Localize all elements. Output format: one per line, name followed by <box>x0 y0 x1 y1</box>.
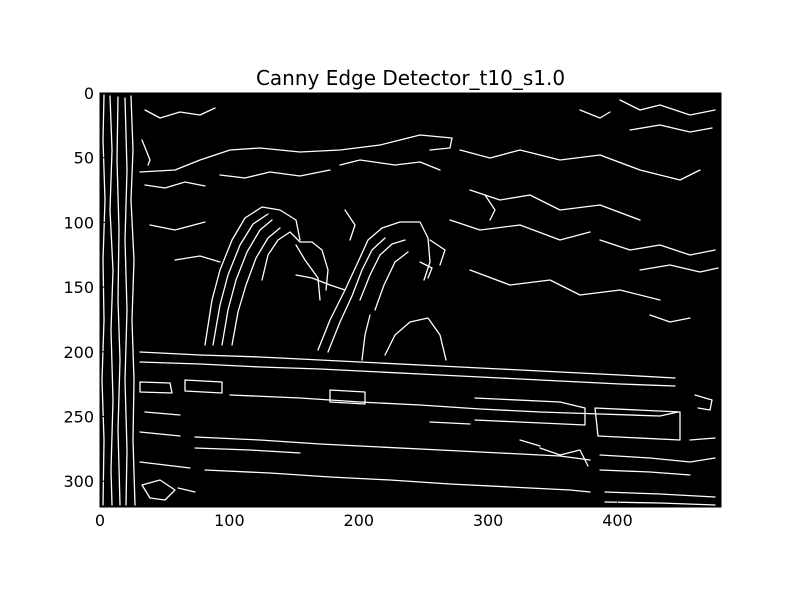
x-tick-label: 100 <box>214 511 245 530</box>
edge-contour <box>327 237 386 353</box>
edge-contour <box>101 94 106 506</box>
x-axis: 0 100 200 300 400 <box>95 502 633 530</box>
edge-contour <box>604 491 716 498</box>
edge-contour <box>419 261 433 279</box>
edge-contour <box>229 394 679 417</box>
edge-contour <box>295 244 321 301</box>
y-tick-label: 0 <box>84 84 94 103</box>
edge-contour <box>689 437 716 441</box>
edge-contour <box>484 194 496 221</box>
edge-contour <box>295 274 346 291</box>
edge-contour <box>361 314 371 361</box>
edge-contour <box>649 314 691 323</box>
y-tick-label: 200 <box>63 343 94 362</box>
edge-contour <box>139 431 181 437</box>
y-tick-label: 250 <box>63 408 94 427</box>
edge-contour <box>194 447 301 454</box>
y-tick-label: 50 <box>74 149 94 168</box>
edge-contour <box>449 219 591 241</box>
plot-title: Canny Edge Detector_t10_s1.0 <box>255 66 566 90</box>
edge-contour <box>116 96 121 506</box>
edge-contour <box>124 97 128 506</box>
x-tick-label: 200 <box>344 511 375 530</box>
edge-contour <box>474 397 586 426</box>
edge-contour <box>139 381 173 394</box>
y-tick-label: 150 <box>63 278 94 297</box>
edge-contour <box>194 436 591 461</box>
edge-contour <box>174 255 221 263</box>
edge-contour <box>299 241 329 291</box>
edge-contour <box>141 479 176 501</box>
edge-contour <box>144 181 206 189</box>
edge-contour <box>219 169 331 179</box>
edge-contour <box>694 394 713 411</box>
edge-contour <box>261 231 301 281</box>
edge-contour <box>231 227 281 346</box>
edge-contour <box>374 251 409 311</box>
edge-contour <box>604 501 716 506</box>
edge-contour <box>384 317 447 361</box>
edge-lines <box>101 94 719 506</box>
edge-contour <box>639 264 719 273</box>
edge-contour <box>599 469 691 476</box>
x-tick-label: 400 <box>602 511 633 530</box>
edge-contour <box>204 469 591 493</box>
edge-contour <box>141 139 151 166</box>
edge-contour <box>469 269 661 301</box>
edge-contour <box>144 107 216 119</box>
edge-contour <box>212 213 269 346</box>
edge-contour <box>149 221 206 231</box>
edge-contour <box>339 159 441 171</box>
y-tick-label: 300 <box>63 472 94 491</box>
edge-contour <box>359 239 406 301</box>
edge-contour <box>109 95 114 506</box>
axes-frame <box>99 92 722 508</box>
edge-contour <box>344 209 356 241</box>
y-axis: 0 50 100 150 200 250 300 <box>63 84 105 491</box>
edge-contour <box>204 206 301 346</box>
edge-image <box>99 92 722 508</box>
edge-contour <box>177 487 196 493</box>
edge-contour <box>599 454 716 463</box>
x-tick-label: 300 <box>473 511 504 530</box>
edge-contour <box>539 447 589 467</box>
edge-contour <box>599 239 716 256</box>
y-tick-label: 100 <box>63 213 94 232</box>
edge-contour <box>519 439 541 447</box>
edge-contour <box>317 221 431 351</box>
edge-contour <box>144 411 181 416</box>
edge-contour <box>130 95 136 506</box>
edge-contour <box>619 99 716 116</box>
edge-contour <box>139 361 676 387</box>
edge-contour <box>139 134 453 173</box>
edge-contour <box>139 461 191 469</box>
edge-contour <box>329 389 366 405</box>
edge-contour <box>459 149 701 181</box>
image-background <box>100 93 721 507</box>
edge-contour <box>184 379 223 394</box>
edge-contour <box>429 421 471 425</box>
edge-contour <box>469 189 641 221</box>
edge-contour <box>629 124 713 133</box>
x-tick-label: 0 <box>95 511 105 530</box>
edge-contour <box>579 109 611 119</box>
edge-contour <box>594 407 681 441</box>
edge-contour <box>429 239 446 266</box>
edge-contour <box>139 351 676 379</box>
edge-contour <box>221 219 273 346</box>
